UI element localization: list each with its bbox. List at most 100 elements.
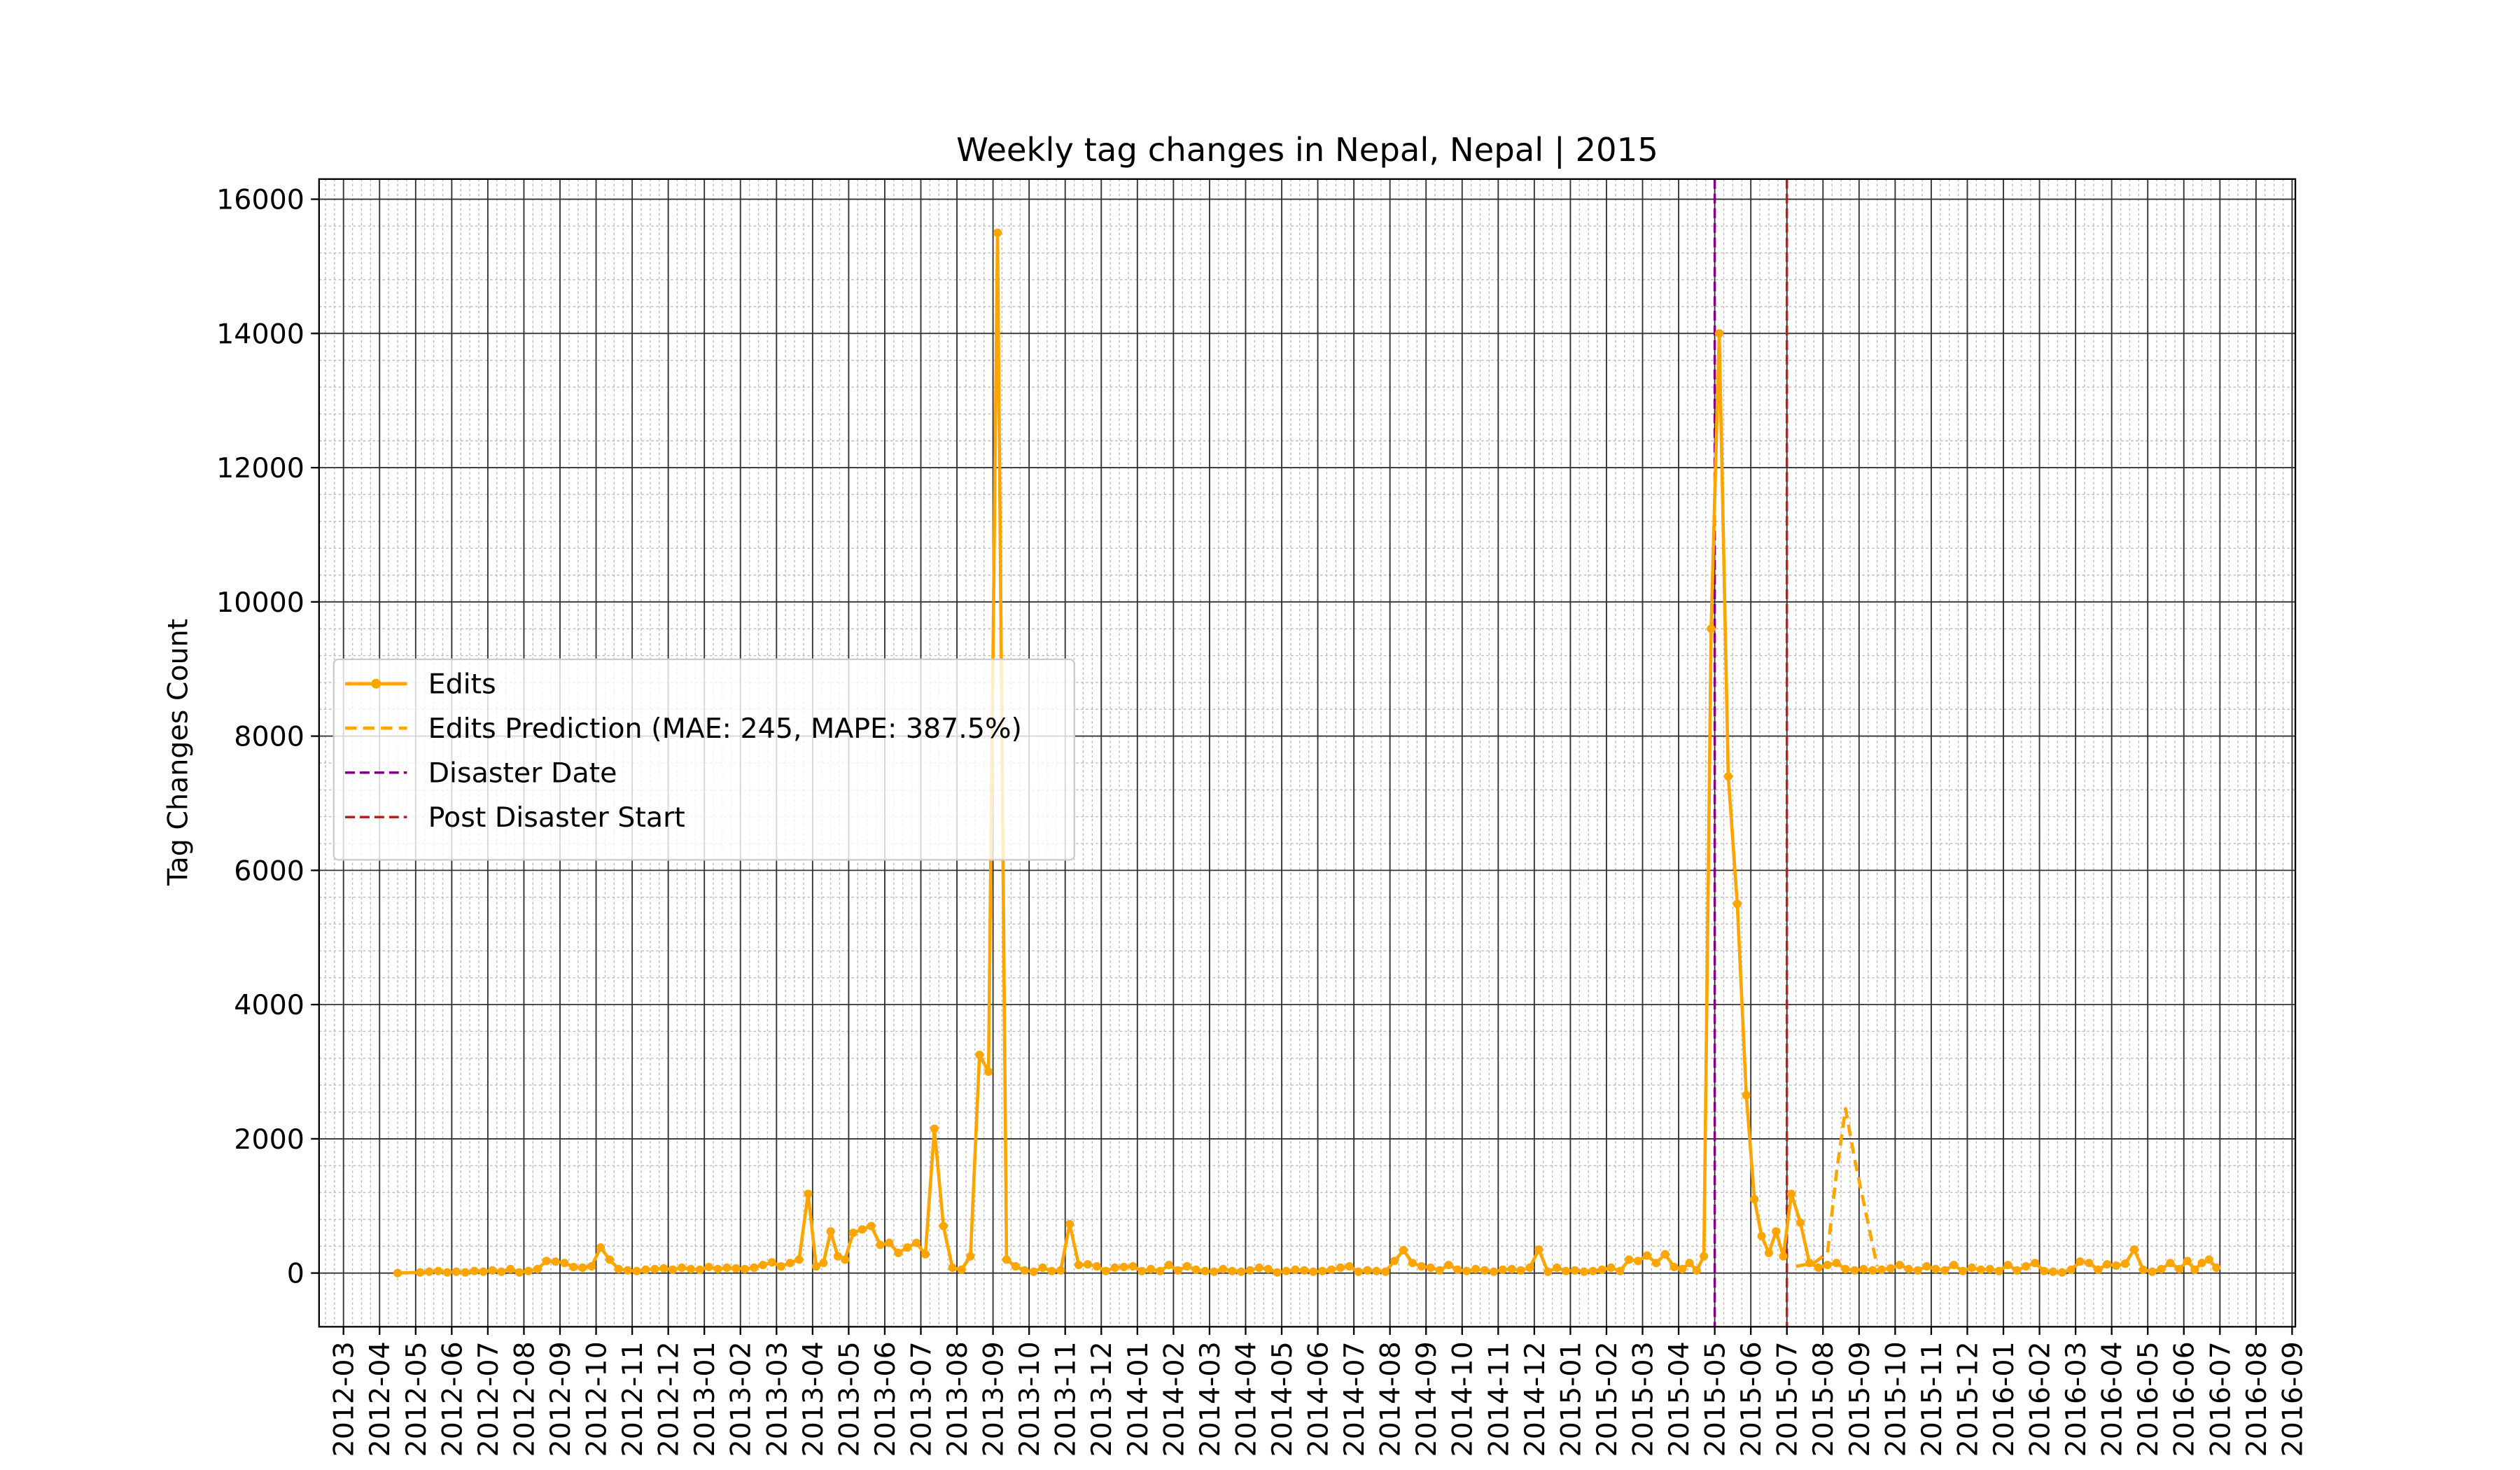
x-tick-label: 2015-08: [1807, 1341, 1840, 1457]
legend: Edits Edits Prediction (MAE: 245, MAPE: 3…: [332, 658, 1076, 861]
data-point: [2048, 1267, 2057, 1276]
data-point: [804, 1189, 813, 1198]
data-point: [1210, 1267, 1219, 1276]
data-point: [1814, 1263, 1823, 1273]
data-point: [2138, 1265, 2148, 1274]
data-point: [1435, 1266, 1444, 1275]
x-tick-label: 2014-09: [1410, 1341, 1443, 1457]
data-point: [514, 1268, 524, 1277]
data-point: [2103, 1260, 2112, 1269]
data-point: [1254, 1263, 1264, 1273]
x-tick-label: 2012-08: [508, 1341, 540, 1457]
data-point: [1002, 1255, 1011, 1264]
data-point: [1700, 1252, 1709, 1261]
data-point: [1570, 1266, 1579, 1275]
data-point: [1795, 1218, 1805, 1227]
data-point: [894, 1248, 903, 1257]
x-tick-label: 2015-01: [1555, 1341, 1587, 1457]
data-point: [1381, 1267, 1390, 1276]
data-point: [560, 1259, 569, 1268]
data-point: [1525, 1263, 1534, 1273]
x-tick-label: 2012-03: [328, 1341, 360, 1457]
data-point: [470, 1266, 479, 1275]
data-point: [2066, 1265, 2076, 1274]
y-tick-label: 4000: [234, 989, 304, 1021]
data-point: [1579, 1267, 1588, 1276]
x-tick-label: 2012-10: [581, 1341, 613, 1457]
data-point: [1895, 1261, 1904, 1270]
x-tick-label: 2014-11: [1483, 1341, 1515, 1457]
data-point: [794, 1255, 804, 1264]
data-point: [2039, 1266, 2049, 1275]
data-point: [1363, 1266, 1372, 1275]
data-point: [867, 1222, 876, 1231]
data-point: [1507, 1264, 1516, 1273]
x-tick-label: 2013-03: [761, 1341, 793, 1457]
data-point: [1065, 1219, 1074, 1228]
data-point: [1164, 1261, 1173, 1270]
data-point: [506, 1264, 515, 1273]
data-point: [2076, 1257, 2085, 1266]
data-point: [1904, 1264, 1913, 1273]
y-tick-label: 10000: [216, 587, 304, 619]
data-point: [1191, 1265, 1200, 1274]
x-tick-label: 2014-02: [1158, 1341, 1190, 1457]
data-point: [542, 1256, 551, 1266]
legend-marker: [371, 678, 382, 689]
data-point: [1390, 1256, 1399, 1266]
x-tick-label: 2012-11: [617, 1341, 649, 1457]
data-point: [1462, 1266, 1471, 1275]
x-tick-label: 2013-04: [797, 1341, 830, 1457]
data-point: [1651, 1259, 1660, 1268]
data-point: [1038, 1263, 1047, 1273]
data-point: [1173, 1266, 1182, 1275]
data-point: [2057, 1268, 2066, 1277]
data-point: [1922, 1262, 1931, 1271]
x-tick-label: 2014-08: [1375, 1341, 1407, 1457]
x-tick-label: 2013-12: [1086, 1341, 1118, 1457]
data-point: [1561, 1266, 1571, 1275]
legend-label: Disaster Date: [428, 757, 617, 790]
data-point: [2204, 1255, 2213, 1264]
data-point: [1408, 1259, 1417, 1268]
data-point: [767, 1258, 776, 1267]
data-point: [1850, 1266, 1859, 1275]
data-point: [1877, 1265, 1886, 1274]
data-point: [641, 1265, 650, 1274]
data-point: [2031, 1259, 2040, 1268]
data-point: [2003, 1261, 2012, 1270]
data-point: [948, 1263, 957, 1273]
x-tick-label: 2014-07: [1338, 1341, 1371, 1457]
data-point: [841, 1255, 850, 1264]
data-point: [885, 1238, 894, 1247]
data-point: [488, 1266, 497, 1275]
data-point: [1660, 1250, 1670, 1259]
axes: 0 2000 4000 6000 8000 10000 12000 14000 16000 201…: [216, 184, 2309, 1457]
data-point: [2175, 1264, 2184, 1273]
axes-frame: [318, 178, 2297, 1328]
data-point: [811, 1262, 821, 1271]
data-point: [1732, 899, 1742, 909]
data-point: [461, 1268, 470, 1277]
data-point: [479, 1267, 488, 1276]
series-line: [1795, 1107, 1879, 1268]
data-point: [1020, 1266, 1029, 1275]
data-point: [1317, 1266, 1327, 1275]
data-point: [1976, 1265, 1985, 1274]
data-point: [1750, 1195, 1759, 1204]
data-point: [1642, 1251, 1652, 1260]
data-point: [1787, 1189, 1796, 1198]
data-point: [741, 1264, 750, 1273]
x-tick-label: 2013-06: [869, 1341, 902, 1457]
x-tick-label: 2015-05: [1700, 1341, 1732, 1457]
data-point: [2094, 1265, 2103, 1274]
x-tick-label: 2014-10: [1447, 1341, 1479, 1457]
data-point: [1757, 1231, 1766, 1240]
data-point: [732, 1264, 741, 1273]
x-tick-label: 2012-05: [400, 1341, 433, 1457]
data-point: [1282, 1266, 1291, 1275]
data-point: [551, 1257, 560, 1266]
data-point: [1685, 1259, 1694, 1268]
y-tick-label: 0: [287, 1258, 304, 1290]
x-tick-label: 2012-07: [472, 1341, 505, 1457]
